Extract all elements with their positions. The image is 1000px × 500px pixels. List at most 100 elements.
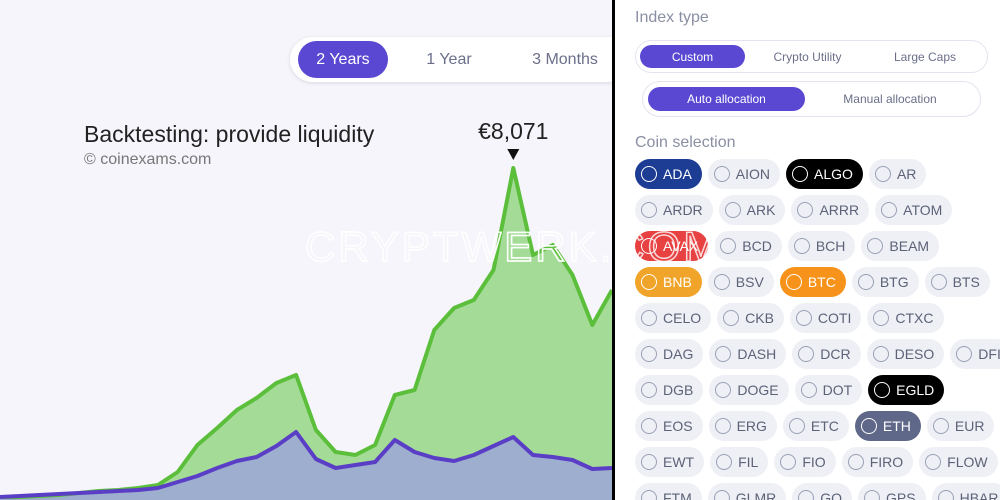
area [0,432,612,500]
coin-chip[interactable]: COTI [789,303,862,333]
tab[interactable]: 1 Year [426,50,472,68]
coin-chip[interactable]: AION [707,159,781,189]
coin-icon [881,202,898,218]
coin-chip[interactable]: BTC [779,267,846,297]
coin-icon [641,166,657,182]
coin-label: AVAX [663,238,699,254]
coin-chip[interactable]: FLOW [919,447,998,477]
coin-label: ERG [736,418,767,434]
coin-chip[interactable]: DCR [792,339,861,369]
coin-chip[interactable]: ALGO [786,159,863,189]
coin-icon [788,418,805,434]
settings-panel: Index type Custom Crypto Utility Large Cap… [615,0,1000,500]
coin-chip[interactable]: ARDR [635,195,713,225]
tab[interactable]: 2 Years [298,41,388,78]
coin-icon [641,202,657,218]
coin-icon [798,490,815,500]
coin-chip[interactable]: CKB [717,303,784,333]
coin-chip[interactable]: AVAX [635,231,709,261]
coin-icon [857,274,874,290]
coin-chip[interactable]: ETH [854,411,921,441]
coin-chip[interactable]: FIL [710,447,769,477]
coin-chip[interactable]: DAG [635,339,704,369]
coin-chip[interactable]: BNB [635,267,702,297]
coin-label: ATOM [903,202,943,218]
coin-label: COTI [817,310,852,326]
coin-chip[interactable]: ERG [708,411,777,441]
tab[interactable]: Crypto Utility [773,49,842,64]
coin-icon [792,166,809,182]
data-label: €8,071 [478,118,548,144]
coin-chip[interactable]: BTG [851,267,919,297]
coin-chip[interactable]: GO [792,483,852,500]
coin-icon [795,310,812,326]
coin-icon [641,454,657,470]
coin-label: GLMR [735,490,777,500]
coin-chip[interactable]: EOS [635,411,703,441]
coin-chip[interactable]: ARRR [791,195,870,225]
section-title: Coin selection [635,134,736,151]
coin-label: EUR [954,418,985,434]
coin-icon [720,238,737,254]
coin-label: BTS [952,274,980,290]
coin-chip[interactable]: BSV [707,267,774,297]
coin-chip[interactable]: BCD [714,231,782,261]
coin-row: FTM GLMR GO GPS HBAR [635,483,1000,500]
coin-icon [873,310,890,326]
coin-chip[interactable]: HBAR [931,483,1000,500]
coin-row: ADA AION ALGO AR [635,159,927,189]
coin-chip[interactable]: GPS [858,483,926,500]
watermark: CRYPTWERK.COM [305,223,612,270]
coin-chip[interactable]: BEAM [861,231,940,261]
tab[interactable]: Manual allocation [843,92,937,106]
coin-icon [874,166,891,182]
coin-label: DFI [978,346,1000,362]
coin-label: BCH [815,238,846,254]
coin-chip[interactable]: FTM [635,483,702,500]
tab[interactable]: Custom [640,45,745,68]
coin-icon [867,238,884,254]
coin-label: DAG [663,346,694,362]
coin-label: FIL [738,454,759,470]
coin-chip[interactable]: FIO [774,447,836,477]
coin-label: BNB [663,274,692,290]
coin-icon [716,454,733,470]
chart: €8,071 Backtesting: provide liquidity © co… [0,118,612,500]
coin-chip[interactable]: EGLD [868,375,945,405]
coin-chip[interactable]: ETC [782,411,849,441]
coin-icon [723,310,740,326]
coin-icon [785,274,802,290]
coin-chip[interactable]: GLMR [707,483,787,500]
coin-chip[interactable]: BTS [924,267,990,297]
coin-chip[interactable]: DOT [794,375,863,405]
tab[interactable]: 3 Months [532,50,598,68]
coin-icon [930,274,947,290]
coin-icon [937,490,954,500]
coin-chip[interactable]: ARK [718,195,786,225]
coin-row: ARDR ARK ARRR ATOM [635,195,953,225]
tab[interactable]: Auto allocation [648,87,805,111]
coin-row: EOS ERG ETC ETH EUR [635,411,995,441]
coin-icon [847,454,864,470]
coin-chip[interactable]: CELO [635,303,712,333]
coin-chip[interactable]: DGB [635,375,704,405]
coin-icon [797,202,814,218]
coin-chip[interactable]: EUR [926,411,995,441]
coin-chip[interactable]: DOGE [709,375,789,405]
coin-chip[interactable]: BCH [787,231,856,261]
peak-arrow [507,149,520,160]
coin-chip[interactable]: ADA [635,159,702,189]
coin-chip[interactable]: EWT [635,447,705,477]
coin-chip[interactable]: AR [868,159,927,189]
coin-row: BNB BSV BTC BTG BTS [635,267,990,297]
coin-chip[interactable]: DASH [709,339,787,369]
coin-label: FIO [802,454,826,470]
coin-chip[interactable]: CTXC [867,303,944,333]
coin-label: BTC [807,274,836,290]
coin-chip[interactable]: DESO [866,339,945,369]
coin-chip[interactable]: DFI [950,339,1000,369]
coin-chip[interactable]: FIRO [841,447,914,477]
coin-chip[interactable]: ATOM [875,195,953,225]
tab[interactable]: Large Caps [893,49,957,64]
